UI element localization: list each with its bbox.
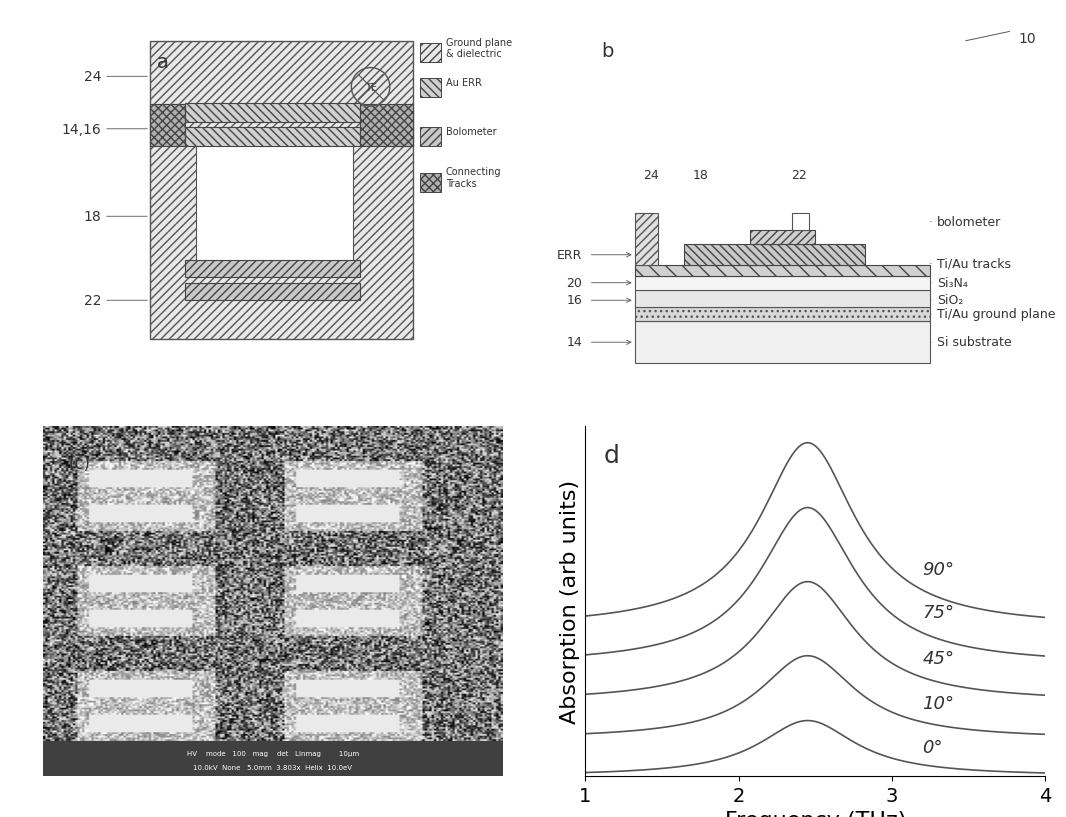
Text: 24: 24 (83, 70, 147, 84)
Text: 22: 22 (791, 169, 806, 182)
Text: Connecting
Tracks: Connecting Tracks (446, 167, 501, 189)
Text: Si₃N₄: Si₃N₄ (930, 277, 967, 290)
Text: Ti/Au tracks: Ti/Au tracks (930, 257, 1011, 270)
Text: b: b (601, 42, 614, 61)
Bar (185, 283, 360, 301)
Bar (150, 105, 185, 147)
Bar (634, 322, 930, 364)
Bar (360, 105, 413, 147)
Bar (792, 213, 808, 230)
Text: SiO₂: SiO₂ (930, 294, 963, 307)
Bar (185, 103, 360, 123)
Text: Ti/Au ground plane: Ti/Au ground plane (930, 308, 1054, 321)
Bar (419, 127, 440, 147)
Text: a: a (157, 52, 168, 71)
Bar (683, 245, 865, 266)
Bar (195, 136, 353, 276)
X-axis label: Frequency (THz): Frequency (THz) (724, 810, 905, 817)
Bar (634, 308, 930, 322)
Text: 14: 14 (566, 336, 582, 349)
Text: (c): (c) (68, 454, 91, 472)
Text: 20: 20 (566, 277, 582, 290)
Text: 14,16: 14,16 (62, 123, 147, 136)
Text: 10: 10 (1018, 32, 1036, 46)
Text: ERR: ERR (556, 248, 582, 261)
Bar (43, 741, 502, 776)
Bar (634, 290, 930, 308)
Bar (634, 213, 658, 266)
Text: Ground plane
& dielectric: Ground plane & dielectric (446, 38, 512, 59)
Text: Si substrate: Si substrate (930, 336, 1011, 349)
Text: d: d (603, 444, 619, 468)
Text: Au ERR: Au ERR (446, 78, 482, 88)
Text: 18: 18 (692, 169, 708, 182)
Text: TE: TE (365, 83, 376, 92)
Text: Bolometer: Bolometer (446, 127, 496, 137)
Y-axis label: Absorption (arb units): Absorption (arb units) (560, 480, 580, 723)
Text: 90°: 90° (922, 560, 954, 578)
Text: 22: 22 (83, 293, 147, 308)
Bar (634, 266, 930, 276)
Text: 18: 18 (83, 210, 147, 224)
Text: 0°: 0° (922, 738, 942, 756)
Text: HV    mode   100   mag    det   Linmag        10μm: HV mode 100 mag det Linmag 10μm (187, 751, 358, 757)
Text: 10.0kV  None   5.0mm  3.803x  Helix  10.0eV: 10.0kV None 5.0mm 3.803x Helix 10.0eV (193, 765, 352, 770)
Bar (419, 44, 440, 63)
Text: 24: 24 (643, 169, 659, 182)
Text: 10°: 10° (922, 694, 954, 712)
Bar (749, 230, 814, 245)
Text: 45°: 45° (922, 650, 954, 667)
Text: 16: 16 (566, 294, 582, 307)
Bar (634, 276, 930, 290)
Bar (185, 261, 360, 278)
Text: bolometer: bolometer (930, 216, 1001, 229)
Bar (150, 42, 413, 339)
Text: 75°: 75° (922, 604, 954, 622)
Bar (419, 78, 440, 98)
Bar (419, 173, 440, 192)
Bar (185, 127, 360, 147)
